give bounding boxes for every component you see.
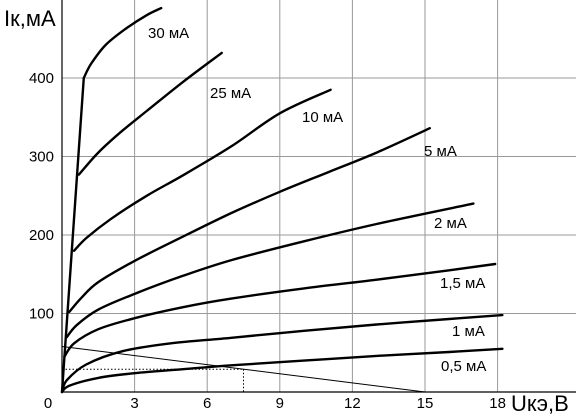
series-line-6: [77, 51, 223, 176]
axes: [61, 0, 576, 393]
x-tick-label: 3: [130, 395, 138, 412]
y-axis-title: Iк,мА: [4, 6, 56, 31]
curve-label: 10 мА: [302, 109, 343, 126]
x-axis-title: Uкэ,В: [511, 391, 569, 416]
series-line-1: [60, 313, 504, 394]
curve-label: 2 мА: [434, 215, 467, 232]
ticks: 0 3 6 9 12 15 18 100 200 300 400: [29, 70, 506, 412]
y-tick-label: 200: [29, 227, 54, 244]
series-line-3: [65, 202, 475, 339]
curve-label: 25 мА: [210, 85, 251, 102]
curve-label: 0,5 мА: [441, 358, 486, 375]
curve-label: 1,5 мА: [440, 275, 485, 292]
y-tick-label: 100: [29, 306, 54, 323]
curve-label: 30 мА: [148, 25, 189, 42]
grid: [62, 0, 576, 392]
x-tick-label: 12: [344, 395, 361, 412]
x-tick-label: 18: [489, 395, 506, 412]
curve-labels: 30 мА 25 мА 10 мА 5 мА 2 мА 1,5 мА 1 мА 0,5 мА: [148, 25, 486, 375]
x-tick-label: 6: [203, 395, 211, 412]
saturation-line: [60, 76, 85, 394]
y-tick-label: 300: [29, 149, 54, 166]
x-tick-label: 0: [44, 395, 52, 412]
auxiliary-lines: [60, 76, 426, 394]
x-tick-label: 9: [276, 395, 284, 412]
series-line-4: [68, 126, 431, 314]
curve-label: 1 мА: [452, 323, 485, 340]
x-tick-label: 15: [417, 395, 434, 412]
y-tick-label: 400: [29, 70, 54, 87]
curve-label: 5 мА: [424, 143, 457, 160]
series-line-5: [72, 88, 332, 252]
series-line-2: [63, 262, 497, 358]
series-line-0: [60, 347, 504, 394]
series-line-7: [82, 6, 163, 80]
curves: [60, 6, 504, 394]
